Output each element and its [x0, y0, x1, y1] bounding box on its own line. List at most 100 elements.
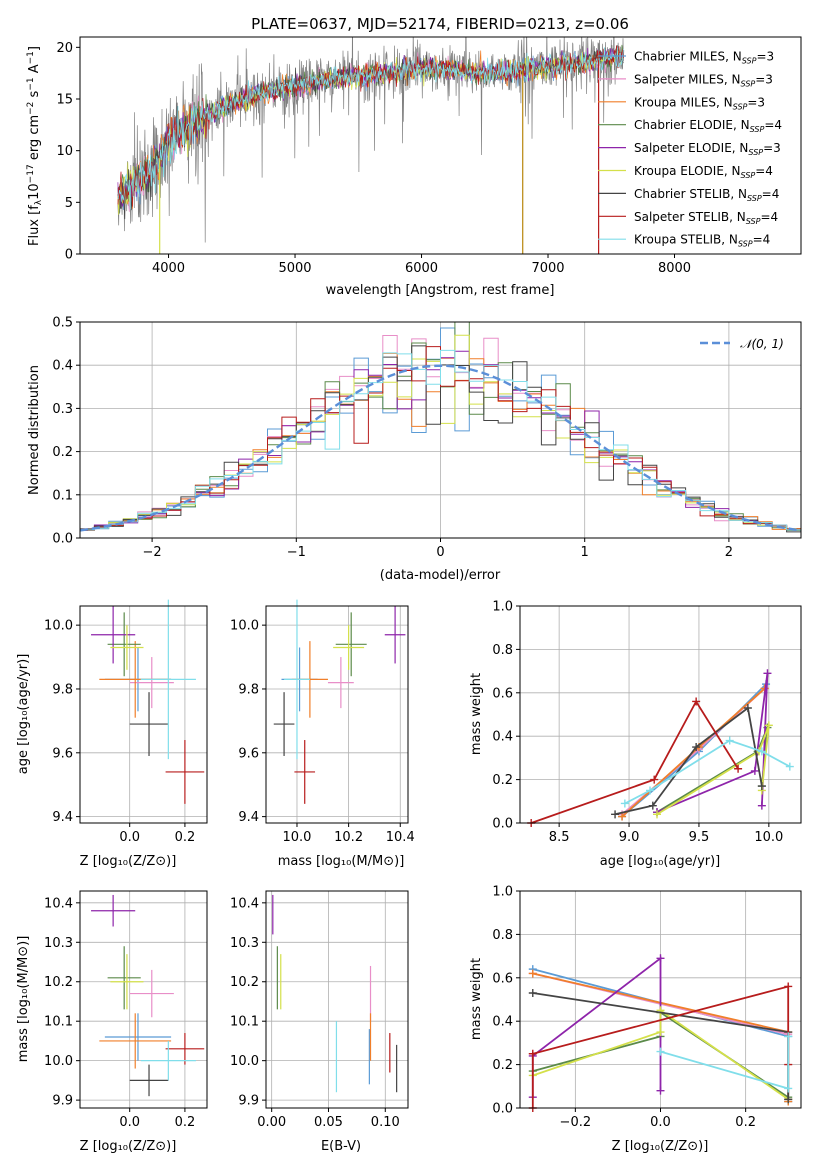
weightZ-xlabel: Z [log₁₀(Z/Z⊙)]	[612, 1139, 709, 1154]
age_vs_Z-ytick-label: 9.8	[52, 682, 73, 697]
weight_vs_age-marker-chabrier-stelib	[692, 743, 701, 752]
mass_vs_Z-xtick-label: 0.2	[175, 1115, 196, 1130]
weight_vs_age-lines	[527, 669, 794, 827]
residuals-frame	[79, 321, 802, 539]
weight_vs_age-marker-kroupa-stelib	[620, 799, 629, 808]
age_vs_mass-ytick-label: 9.8	[238, 682, 259, 697]
ageZ-ylabel: age [log₁₀(age/yr)]	[16, 654, 31, 775]
mass_vs_Z-points	[91, 894, 205, 1097]
legend-entry-salpeter-stelib: Salpeter STELIB, NSSP=4	[634, 210, 778, 226]
age_vs_Z-frame	[79, 605, 208, 824]
age_vs_mass-xtick-label: 10.0	[283, 830, 312, 845]
mass_vs_Z-axes: 0.0 0.2 9.9 10.0 10.1 10.2 10.3 10.4	[44, 891, 207, 1130]
weight_vs_Z-marker-salpeter-elodie	[656, 1086, 665, 1095]
weight_vs_Z-marker-kroupa-stelib	[784, 1032, 793, 1041]
weight_vs_age-marker-salpeter-stelib	[692, 697, 701, 706]
ageM-xlabel: mass [log₁₀(M/M⊙)]	[278, 854, 405, 869]
weight_vs_age-marker-salpeter-elodie	[757, 801, 766, 810]
residuals-xlabel: (data-model)/error	[380, 568, 501, 583]
weight_vs_age-line-kroupa-elodie	[656, 725, 770, 816]
weight_vs_Z-ytick-label: 0.4	[492, 1015, 513, 1030]
mass_vs_EBV-axes: 0.00 0.05 0.10 9.9 10.0 10.1 10.2 10.3 10.4	[230, 891, 408, 1130]
weight_vs_age-marker-salpeter-stelib	[650, 775, 659, 784]
residuals-ytick-label: 0.0	[52, 532, 73, 547]
age_vs_Z-xtick-label: 0.2	[175, 830, 196, 845]
normal-legend-label: 𝒩(0, 1)	[740, 337, 784, 351]
weight_vs_Z-marker-chabrier-stelib	[528, 988, 537, 997]
weight_vs_age-marker-chabrier-stelib	[743, 703, 752, 712]
age_vs_mass-ytick-label: 9.6	[238, 746, 259, 761]
weight_vs_age-line-salpeter-stelib	[530, 699, 739, 824]
age_vs_Z-xtick-label: 0.0	[119, 830, 140, 845]
weight_vs_Z-xtick-label: 0.2	[735, 1115, 756, 1130]
weight_vs_Z-line-kroupa-elodie	[532, 1008, 789, 1101]
mass_vs_EBV-ytick-label: 10.0	[230, 1054, 259, 1069]
weight_vs_age-ytick-label: 0.4	[492, 730, 513, 745]
mass_vs_Z-ytick-label: 10.3	[44, 936, 73, 951]
mass-vs-Z-panel: Z [log₁₀(Z/Z⊙)] mass [log₁₀(M/M⊙)]	[16, 936, 176, 1154]
residuals-xtick-label: −1	[287, 545, 306, 560]
weight_vs_Z-frame	[519, 890, 802, 1109]
age_vs_Z-ytick-label: 10.0	[44, 619, 73, 634]
weightAge-xlabel: age [log₁₀(age/yr)]	[600, 854, 721, 869]
spectrum-xlabel: wavelength [Angstrom, rest frame]	[326, 283, 555, 298]
weight-vs-Z-panel: Z [log₁₀(Z/Z⊙)] mass weight	[469, 958, 708, 1154]
mass_vs_EBV-frame	[265, 890, 409, 1109]
massEBV-xlabel: E(B-V)	[321, 1139, 361, 1154]
residuals-ylabel: Normed distribution	[27, 365, 42, 495]
spectrum-panel: PLATE=0637, MJD=52174, FIBERID=0213, z=0…	[26, 15, 629, 298]
weight_vs_age-xtick-label: 9.0	[619, 830, 640, 845]
age-vs-mass-panel: mass [log₁₀(M/M⊙)]	[278, 854, 405, 869]
weight-vs-age-panel: age [log₁₀(age/yr)] mass weight	[469, 673, 720, 869]
weight_vs_age-marker-kroupa-miles	[618, 812, 627, 821]
spectrum-ylabel: Flux [fλ10−17 erg cm−2 s−1 A−1]	[26, 46, 44, 246]
weight_vs_age-ytick-label: 1.0	[492, 600, 513, 615]
weight_vs_age-marker-kroupa-elodie	[653, 810, 662, 819]
mass_vs_Z-ytick-label: 10.0	[44, 1054, 73, 1069]
mass-vs-EBV-panel: E(B-V)	[321, 1139, 361, 1154]
weight_vs_age-ytick-label: 0.2	[492, 773, 513, 788]
age_vs_mass-ytick-label: 10.0	[230, 619, 259, 634]
residuals-ytick-label: 0.1	[52, 488, 73, 503]
weight_vs_age-frame	[519, 605, 802, 824]
legend-entry-chabrier-stelib: Chabrier STELIB, NSSP=4	[634, 187, 779, 203]
mass_vs_Z-ytick-label: 9.9	[52, 1094, 73, 1109]
weight_vs_age-marker-kroupa-stelib	[725, 736, 734, 745]
weight_vs_age-marker-chabrier-stelib	[757, 782, 766, 791]
mass_vs_Z-ytick-label: 10.4	[44, 896, 73, 911]
normal-curve-line	[80, 364, 801, 532]
residuals-ytick-label: 0.2	[52, 445, 73, 460]
age_vs_Z-ytick-label: 9.6	[52, 746, 73, 761]
spectrum-xtick-label: 6000	[405, 261, 438, 276]
weight_vs_age-ytick-label: 0.6	[492, 686, 513, 701]
residuals-xtick-label: 1	[581, 545, 589, 560]
spectrum-ytick-label: 20	[56, 41, 73, 56]
weight_vs_Z-lines	[528, 954, 793, 1112]
weight_vs_Z-xtick-label: −0.2	[560, 1115, 592, 1130]
age_vs_mass-ytick-label: 9.4	[238, 810, 259, 825]
mass_vs_EBV-ytick-label: 10.1	[230, 1015, 259, 1030]
mass_vs_Z-xtick-label: 0.0	[119, 1115, 140, 1130]
weight_vs_age-marker-salpeter-elodie	[750, 766, 759, 775]
age_vs_mass-points	[273, 599, 406, 804]
legend-entry-salpeter-miles: Salpeter MILES, NSSP=3	[634, 72, 773, 88]
age_vs_mass-xtick-label: 10.4	[386, 830, 415, 845]
weight_vs_age-ytick-label: 0.0	[492, 817, 513, 832]
legend-entry-chabrier-miles: Chabrier MILES, NSSP=3	[634, 50, 774, 66]
weight_vs_age-marker-kroupa-stelib	[646, 786, 655, 795]
spectrum-xtick-label: 5000	[278, 261, 311, 276]
spectrum-axes: 4000 5000 6000 7000 8000 0 5 10 15 20	[56, 41, 691, 276]
spectrum-model-kroupa-stelib	[117, 47, 624, 210]
legend-entry-kroupa-miles: Kroupa MILES, NSSP=3	[634, 95, 765, 111]
weight_vs_age-marker-chabrier-stelib	[648, 801, 657, 810]
mass_vs_EBV-ytick-label: 10.3	[230, 936, 259, 951]
legend-entry-salpeter-elodie: Salpeter ELODIE, NSSP=3	[634, 141, 781, 157]
mass_vs_EBV-ytick-label: 10.2	[230, 975, 259, 990]
spectrum-xtick-label: 4000	[152, 261, 185, 276]
age_vs_mass-frame	[265, 605, 409, 824]
residuals-ytick-label: 0.3	[52, 402, 73, 417]
mass_vs_EBV-xtick-label: 0.05	[314, 1115, 343, 1130]
weight_vs_age-marker-salpeter-elodie	[763, 669, 772, 678]
weight_vs_age-marker-chabrier-stelib	[611, 810, 620, 819]
spectrum-legend: Chabrier MILES, NSSP=3 Salpeter MILES, NS…	[598, 50, 782, 249]
